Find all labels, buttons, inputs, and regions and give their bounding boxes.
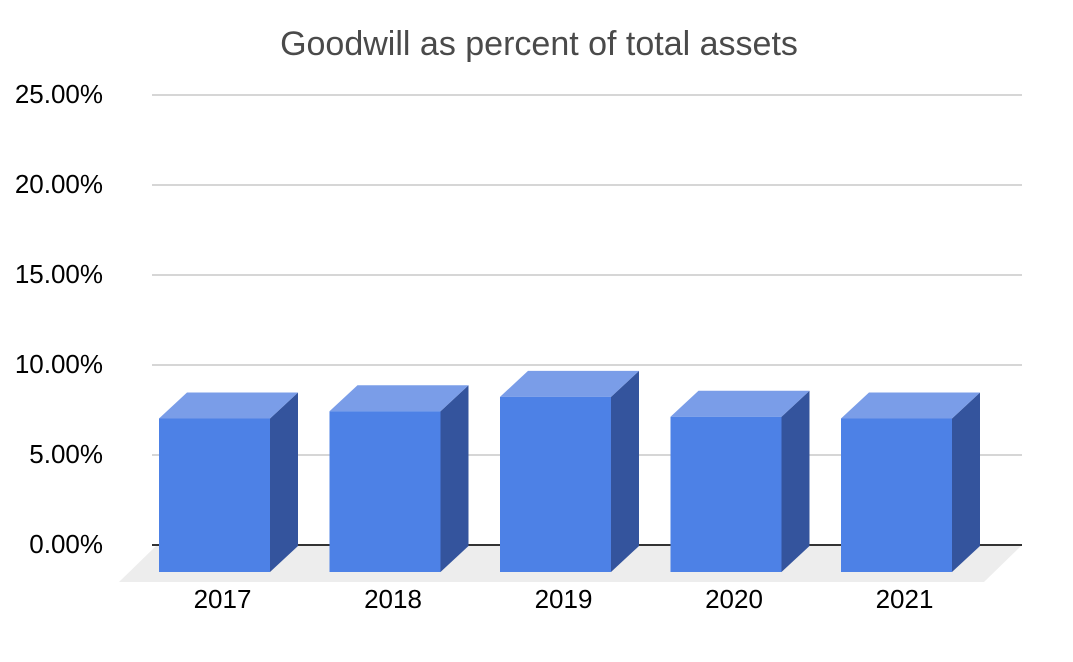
bar-top-face <box>329 385 469 412</box>
bar-column-2021 <box>841 392 980 572</box>
bar-top-face <box>159 392 298 419</box>
bar-side-face <box>781 390 810 572</box>
bar-side-face <box>440 385 469 572</box>
y-axis-tick-label: 15.00% <box>15 259 103 289</box>
y-axis-tick-label: 20.00% <box>15 169 103 199</box>
bar-column-2017 <box>159 392 298 572</box>
bar-front-face <box>329 411 441 572</box>
x-axis-category-label: 2018 <box>364 584 422 614</box>
bar-column-2019 <box>500 370 639 572</box>
bar-front-face <box>500 396 611 572</box>
x-axis-category-label: 2020 <box>705 584 763 614</box>
x-axis-category-label: 2019 <box>535 584 593 614</box>
bar-column-2020 <box>670 390 810 572</box>
bar-top-face <box>670 390 810 417</box>
y-axis-tick-label: 0.00% <box>29 529 103 559</box>
bar-front-face <box>159 418 270 572</box>
y-axis-tick-label: 25.00% <box>15 79 103 109</box>
bar-column-2018 <box>329 385 469 572</box>
chart-title: Goodwill as percent of total assets <box>280 25 798 63</box>
x-axis-category-label: 2021 <box>876 584 934 614</box>
bar-top-face <box>841 392 980 419</box>
bar-side-face <box>952 392 980 572</box>
x-axis-category-label: 2017 <box>194 584 252 614</box>
bar-side-face <box>611 370 639 572</box>
y-axis-tick-label: 5.00% <box>29 439 103 469</box>
bar-side-face <box>270 392 298 572</box>
bar-front-face <box>670 416 782 572</box>
y-axis-tick-label: 10.00% <box>15 349 103 379</box>
bar-front-face <box>841 418 952 572</box>
bar-top-face <box>500 370 639 397</box>
